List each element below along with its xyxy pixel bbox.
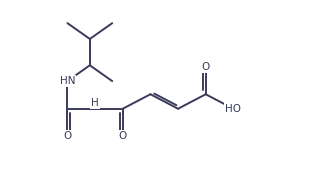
Text: H: H: [91, 98, 99, 108]
Text: HO: HO: [225, 104, 241, 114]
Text: O: O: [202, 62, 210, 72]
Text: O: O: [63, 131, 72, 141]
Text: O: O: [119, 131, 127, 141]
Text: HN: HN: [60, 76, 75, 86]
